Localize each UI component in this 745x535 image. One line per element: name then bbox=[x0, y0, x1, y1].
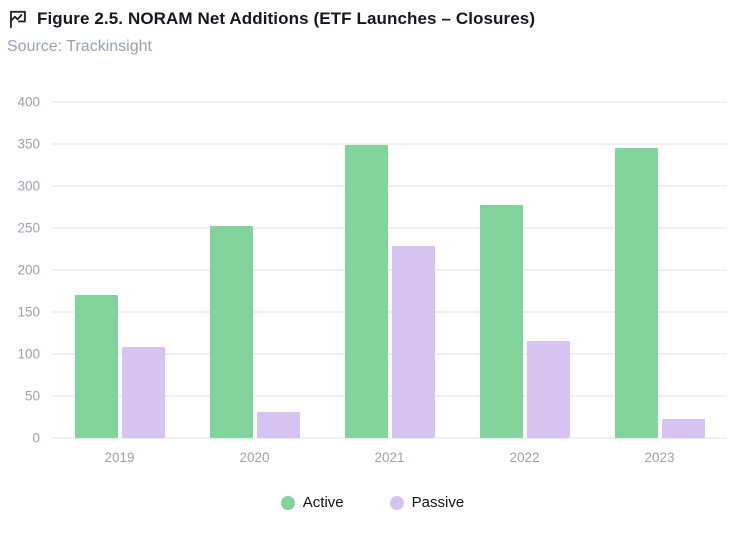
chart-plot-area bbox=[52, 72, 727, 438]
legend-label-passive: Passive bbox=[411, 494, 465, 511]
x-tick-2019: 2019 bbox=[104, 450, 135, 465]
gridline-200 bbox=[52, 269, 727, 271]
y-tick-250: 250 bbox=[17, 220, 40, 236]
y-tick-0: 0 bbox=[32, 430, 40, 446]
x-tick-2021: 2021 bbox=[374, 450, 405, 465]
bar-active-2021[interactable] bbox=[344, 144, 388, 438]
flag-chart-icon bbox=[6, 8, 28, 30]
bar-active-2023[interactable] bbox=[614, 148, 658, 438]
bar-active-2019[interactable] bbox=[74, 295, 118, 438]
x-tick-2022: 2022 bbox=[509, 450, 540, 465]
bar-group-2020 bbox=[187, 72, 322, 438]
chart-legend: Active Passive bbox=[0, 494, 745, 511]
figure-source: Source: Trackinsight bbox=[7, 38, 152, 55]
gridline-400 bbox=[52, 101, 727, 103]
gridline-250 bbox=[52, 227, 727, 229]
bar-passive-2020[interactable] bbox=[256, 411, 300, 438]
y-tick-350: 350 bbox=[17, 136, 40, 152]
y-tick-200: 200 bbox=[17, 262, 40, 278]
legend-dot-active bbox=[280, 495, 295, 510]
bar-active-2022[interactable] bbox=[479, 205, 523, 438]
figure-title: Figure 2.5. NORAM Net Additions (ETF Lau… bbox=[37, 9, 536, 28]
x-tick-2023: 2023 bbox=[644, 450, 675, 465]
y-tick-50: 50 bbox=[24, 388, 40, 404]
y-tick-300: 300 bbox=[17, 178, 40, 194]
x-tick-2020: 2020 bbox=[239, 450, 270, 465]
y-tick-100: 100 bbox=[17, 346, 40, 362]
gridline-50 bbox=[52, 395, 727, 397]
bar-group-2021 bbox=[322, 72, 457, 438]
bar-active-2020[interactable] bbox=[209, 226, 253, 438]
x-axis-labels: 2019 2020 2021 2022 2023 bbox=[52, 438, 727, 465]
bar-passive-2023[interactable] bbox=[661, 418, 705, 438]
legend-item-passive[interactable]: Passive bbox=[389, 494, 465, 511]
y-tick-400: 400 bbox=[17, 94, 40, 110]
bar-passive-2021[interactable] bbox=[391, 246, 435, 438]
legend-item-active[interactable]: Active bbox=[280, 494, 344, 511]
bar-passive-2022[interactable] bbox=[526, 341, 570, 438]
bar-group-2019 bbox=[52, 72, 187, 438]
bar-group-2022 bbox=[457, 72, 592, 438]
gridline-150 bbox=[52, 311, 727, 313]
legend-dot-passive bbox=[389, 495, 404, 510]
gridline-0 bbox=[52, 437, 727, 439]
gridline-100 bbox=[52, 353, 727, 355]
y-tick-150: 150 bbox=[17, 304, 40, 320]
bar-chart: 400 350 300 250 200 150 100 50 0 2019 2020 2021 202… bbox=[0, 72, 745, 465]
legend-label-active: Active bbox=[302, 494, 344, 511]
bar-passive-2019[interactable] bbox=[121, 347, 165, 438]
figure-header: Figure 2.5. NORAM Net Additions (ETF Lau… bbox=[6, 8, 739, 30]
bar-group-2023 bbox=[592, 72, 727, 438]
gridline-350 bbox=[52, 143, 727, 145]
gridline-300 bbox=[52, 185, 727, 187]
